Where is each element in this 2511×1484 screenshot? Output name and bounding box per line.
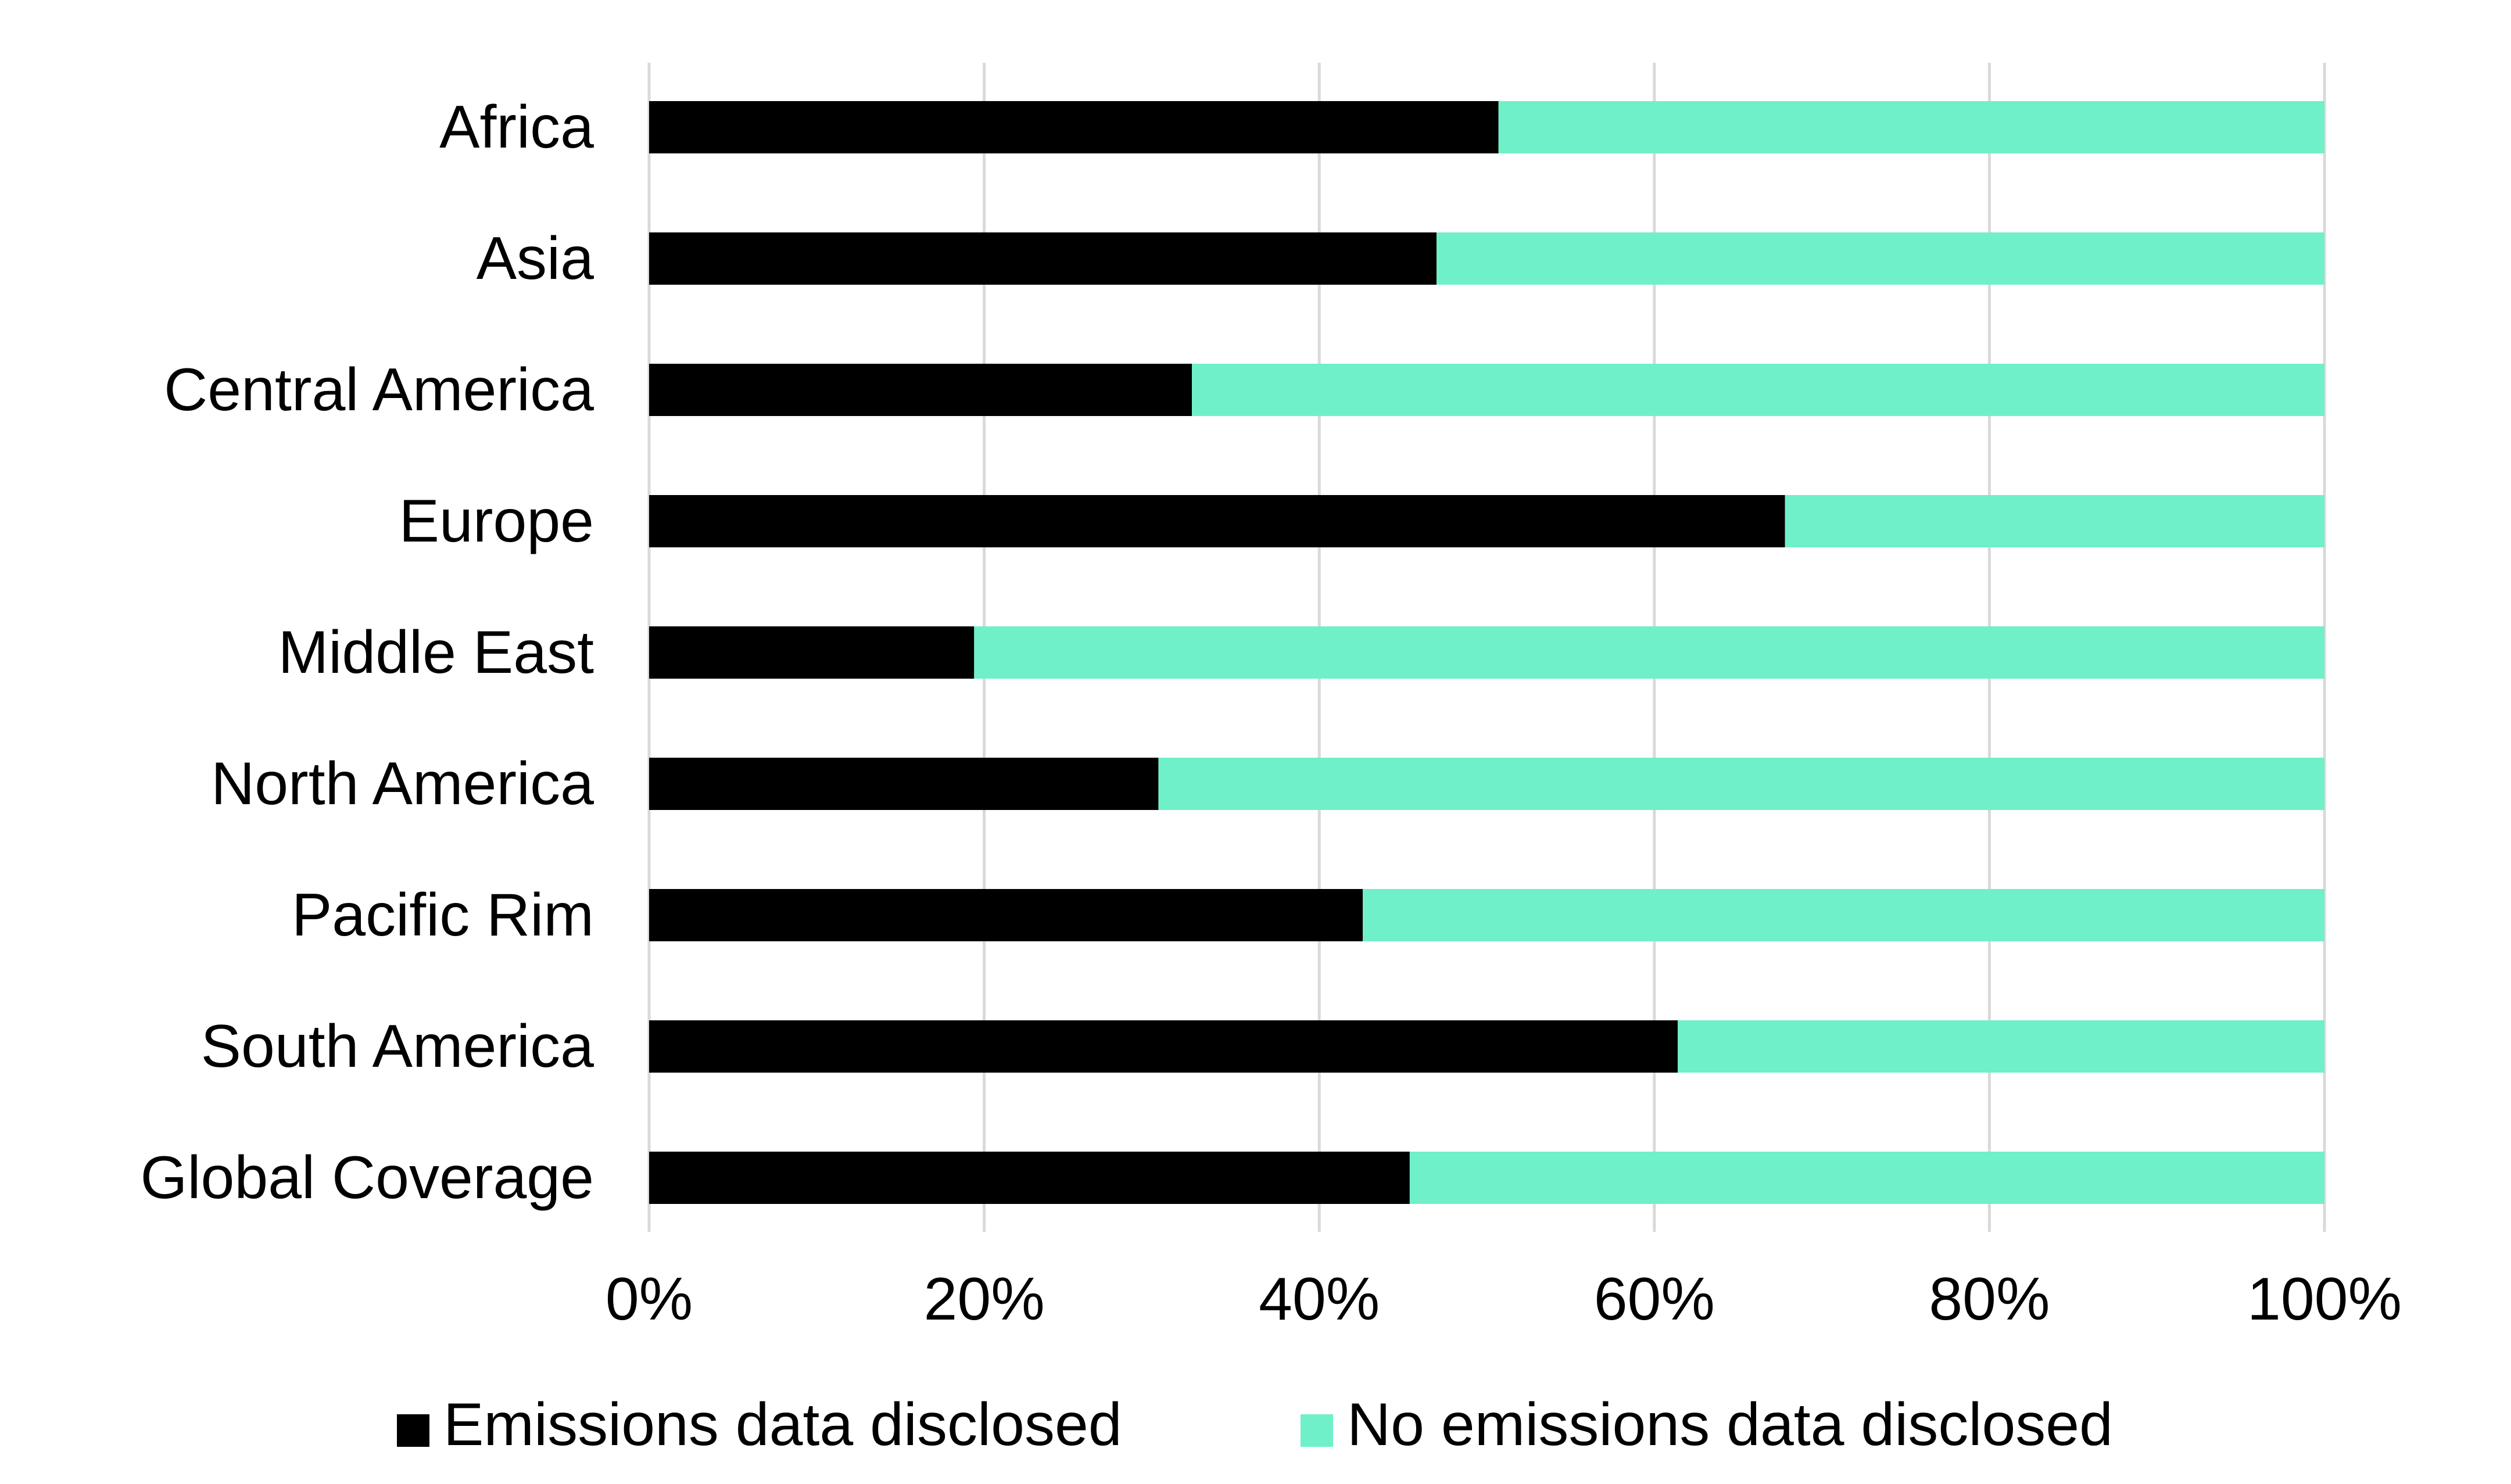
bar-disclosed-5 <box>649 758 1159 810</box>
legend-swatch-1 <box>1301 1414 1333 1447</box>
x-tick-label-4: 80% <box>1929 1266 2050 1333</box>
x-tick-label-2: 40% <box>1259 1266 1380 1333</box>
category-label-1: Asia <box>477 225 594 292</box>
legend-swatch-0 <box>397 1414 429 1447</box>
bar-not-disclosed-8 <box>1409 1152 2324 1204</box>
legend: Emissions data disclosed No emissions dat… <box>397 1391 2113 1458</box>
bar-not-disclosed-6 <box>1363 889 2324 941</box>
bar-not-disclosed-4 <box>974 626 2324 679</box>
category-label-5: North America <box>211 750 594 818</box>
x-tick-label-0: 0% <box>606 1266 693 1333</box>
x-tick-label-1: 20% <box>924 1266 1045 1333</box>
legend-label-0: Emissions data disclosed <box>443 1391 1122 1458</box>
category-label-2: Central America <box>164 356 594 424</box>
bar-disclosed-8 <box>649 1152 1410 1204</box>
bar-disclosed-2 <box>649 364 1192 416</box>
bar-disclosed-7 <box>649 1020 1678 1073</box>
bar-not-disclosed-0 <box>1498 101 2324 153</box>
category-label-8: Global Coverage <box>141 1144 594 1211</box>
bar-disclosed-4 <box>649 626 975 679</box>
x-axis-tick-labels: 0% 20% 40% 60% 80% 100% <box>606 1266 2402 1333</box>
bar-not-disclosed-2 <box>1192 364 2324 416</box>
category-label-6: Pacific Rim <box>292 881 594 949</box>
bar-not-disclosed-5 <box>1158 758 2324 810</box>
x-tick-label-3: 60% <box>1594 1266 1715 1333</box>
bar-not-disclosed-7 <box>1678 1020 2324 1073</box>
legend-label-1: No emissions data disclosed <box>1347 1391 2113 1458</box>
bar-disclosed-3 <box>649 495 1785 547</box>
bar-not-disclosed-3 <box>1785 495 2324 547</box>
bars <box>649 101 2324 1204</box>
bar-not-disclosed-1 <box>1437 232 2324 285</box>
category-labels: Africa Asia Central America Europe Middle Ea… <box>141 94 594 1211</box>
category-label-3: Europe <box>399 488 594 555</box>
category-label-7: South America <box>201 1013 594 1080</box>
x-tick-label-5: 100% <box>2247 1266 2402 1333</box>
bar-disclosed-0 <box>649 101 1499 153</box>
bar-disclosed-6 <box>649 889 1363 941</box>
category-label-4: Middle East <box>278 619 594 686</box>
category-label-0: Africa <box>439 94 594 161</box>
bar-disclosed-1 <box>649 232 1437 285</box>
